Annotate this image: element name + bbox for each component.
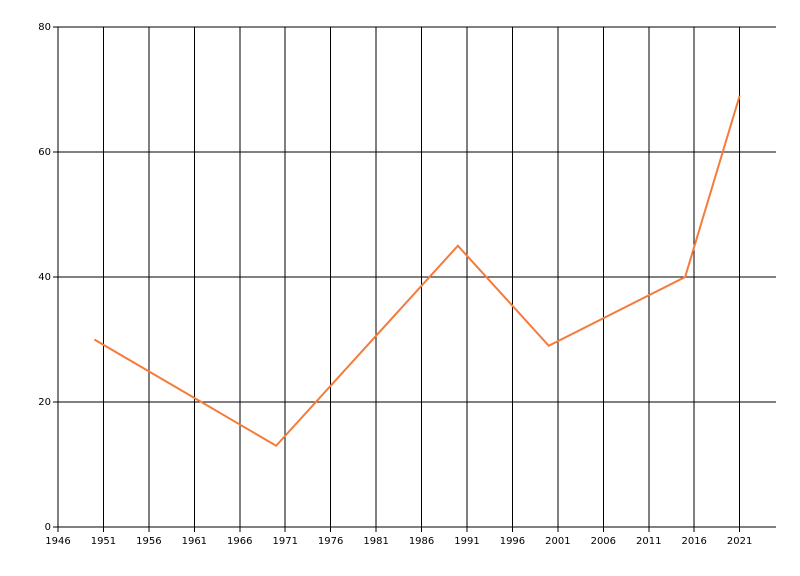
x-tick-label: 1976 xyxy=(318,536,343,547)
x-tick-label: 2011 xyxy=(636,536,661,547)
x-tick-label: 1986 xyxy=(409,536,434,547)
x-tick-label: 1951 xyxy=(91,536,116,547)
x-tick-label: 1981 xyxy=(363,536,388,547)
y-tick-label: 20 xyxy=(38,397,51,408)
y-tick-label: 60 xyxy=(38,147,51,158)
x-tick-label: 2021 xyxy=(727,536,752,547)
y-tick-label: 40 xyxy=(38,272,51,283)
x-tick-label: 2006 xyxy=(591,536,616,547)
x-tick-label: 1946 xyxy=(45,536,70,547)
x-tick-label: 1971 xyxy=(272,536,297,547)
y-tick-label: 0 xyxy=(45,522,51,533)
x-tick-label: 1991 xyxy=(454,536,479,547)
x-tick-label: 1966 xyxy=(227,536,252,547)
data-line xyxy=(93,95,741,448)
x-tick-label: 2016 xyxy=(681,536,706,547)
x-tick-label: 1996 xyxy=(500,536,525,547)
x-tick-label: 1961 xyxy=(182,536,207,547)
y-tick-label: 80 xyxy=(38,22,51,33)
x-tick-label: 1956 xyxy=(136,536,161,547)
x-tick-label: 2001 xyxy=(545,536,570,547)
